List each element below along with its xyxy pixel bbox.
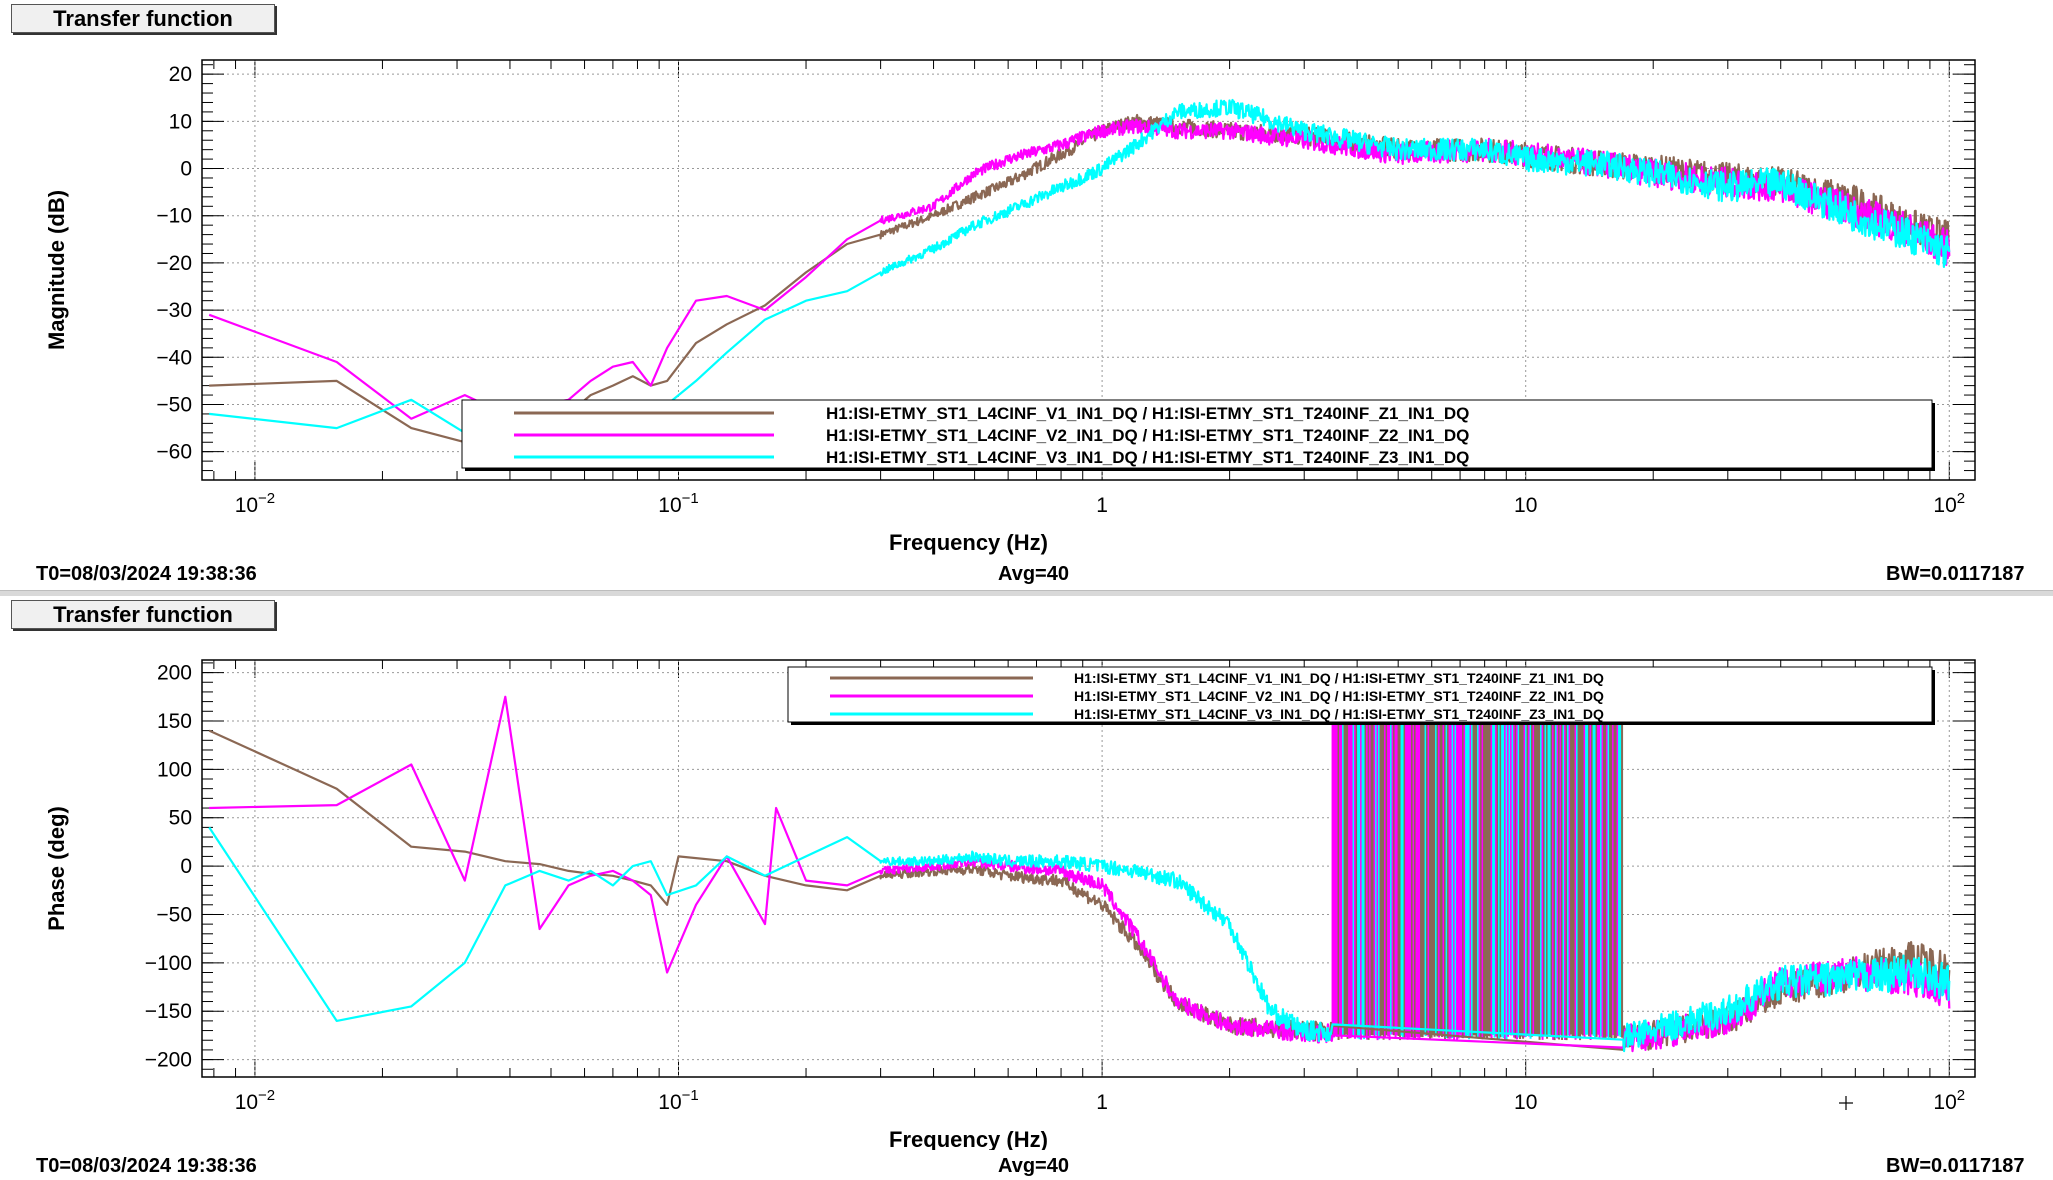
y-tick-label: 200 bbox=[157, 662, 192, 685]
x-tick-label: 102 bbox=[1933, 1087, 1965, 1114]
y-tick-label: −40 bbox=[156, 346, 192, 369]
avg-label: Avg=40 bbox=[998, 563, 1069, 585]
series-line-2 bbox=[209, 695, 1951, 1053]
legend-entry: H1:ISI-ETMY_ST1_L4CINF_V1_IN1_DQ / H1:IS… bbox=[1074, 670, 1604, 686]
y-tick-label: −100 bbox=[145, 952, 192, 975]
y-tick-label: −150 bbox=[145, 1000, 192, 1023]
y-tick-label: −30 bbox=[156, 299, 192, 322]
legend-entry: H1:ISI-ETMY_ST1_L4CINF_V3_IN1_DQ / H1:IS… bbox=[826, 448, 1469, 467]
magnitude-panel: Transfer function 10−2 10−1 1 10 102 20 10 0 −10… bbox=[11, 4, 2025, 585]
legend-entry: H1:ISI-ETMY_ST1_L4CINF_V3_IN1_DQ / H1:IS… bbox=[1074, 706, 1604, 722]
series-line-3 bbox=[209, 98, 1951, 453]
bw-label: BW=0.0117187 bbox=[1886, 563, 2025, 585]
x-tick-label: 1 bbox=[1096, 494, 1108, 517]
t0-label: T0=08/03/2024 19:38:36 bbox=[36, 1155, 257, 1177]
y-tick-label: −200 bbox=[145, 1049, 192, 1072]
panel-title-button[interactable]: Transfer function bbox=[11, 600, 275, 629]
magnitude-chart: 10−2 10−1 1 10 102 20 10 0 −10 −20 −30 −40 −50 −60 Fre… bbox=[44, 59, 1976, 555]
x-tick-label: 102 bbox=[1933, 490, 1965, 517]
traces bbox=[208, 98, 1951, 453]
x-tick-label: 10 bbox=[1514, 494, 1537, 517]
y-tick-label: 50 bbox=[169, 807, 192, 830]
phase-panel: Transfer function 10−2 10−1 1 10 102 200 150 10… bbox=[0, 595, 2053, 1180]
x-tick-label: 10−2 bbox=[235, 490, 275, 517]
y-tick-label: 10 bbox=[169, 110, 192, 133]
x-tick-label: 10 bbox=[1514, 1091, 1537, 1114]
plot-frame bbox=[201, 659, 1976, 1078]
phase-chart: 10−2 10−1 1 10 102 200 150 100 50 0 −50 −100 −150 −20… bbox=[44, 659, 1976, 1150]
x-axis-title: Frequency (Hz) bbox=[889, 530, 1048, 555]
x-tick-label: 10−1 bbox=[658, 1087, 698, 1114]
legend-entry: H1:ISI-ETMY_ST1_L4CINF_V2_IN1_DQ / H1:IS… bbox=[826, 426, 1469, 445]
legend-entry: H1:ISI-ETMY_ST1_L4CINF_V2_IN1_DQ / H1:IS… bbox=[1074, 688, 1604, 704]
series-line-3 bbox=[208, 826, 1951, 1053]
y-tick-label: 0 bbox=[180, 158, 192, 181]
legend: H1:ISI-ETMY_ST1_L4CINF_V1_IN1_DQ / H1:IS… bbox=[461, 399, 1935, 471]
x-axis-title: Frequency (Hz) bbox=[889, 1127, 1048, 1150]
y-tick-label: −50 bbox=[156, 393, 192, 416]
panel-separator bbox=[0, 590, 2053, 596]
phase-wrap-band bbox=[1331, 696, 1624, 1041]
plot-frame bbox=[201, 59, 1976, 481]
y-tick-label: −20 bbox=[156, 252, 192, 275]
x-tick-label: 10−1 bbox=[658, 490, 698, 517]
y-tick-label: −10 bbox=[156, 205, 192, 228]
bw-label: BW=0.0117187 bbox=[1886, 1155, 2025, 1177]
avg-label: Avg=40 bbox=[998, 1155, 1069, 1177]
legend: H1:ISI-ETMY_ST1_L4CINF_V1_IN1_DQ / H1:IS… bbox=[787, 666, 1935, 725]
traces bbox=[208, 695, 1951, 1053]
t0-label: T0=08/03/2024 19:38:36 bbox=[36, 563, 257, 585]
x-tick-label: 1 bbox=[1096, 1091, 1108, 1114]
y-tick-label: −50 bbox=[156, 903, 192, 926]
y-axis-title: Phase (deg) bbox=[44, 806, 69, 931]
y-tick-label: 100 bbox=[157, 758, 192, 781]
legend-entry: H1:ISI-ETMY_ST1_L4CINF_V1_IN1_DQ / H1:IS… bbox=[826, 404, 1469, 423]
y-tick-label: 20 bbox=[169, 63, 192, 86]
y-axis-title: Magnitude (dB) bbox=[44, 190, 69, 350]
x-tick-label: 10−2 bbox=[235, 1087, 275, 1114]
y-tick-label: 150 bbox=[157, 710, 192, 733]
y-tick-label: −60 bbox=[156, 441, 192, 464]
y-tick-label: 0 bbox=[180, 855, 192, 878]
panel-title-button[interactable]: Transfer function bbox=[11, 4, 275, 33]
